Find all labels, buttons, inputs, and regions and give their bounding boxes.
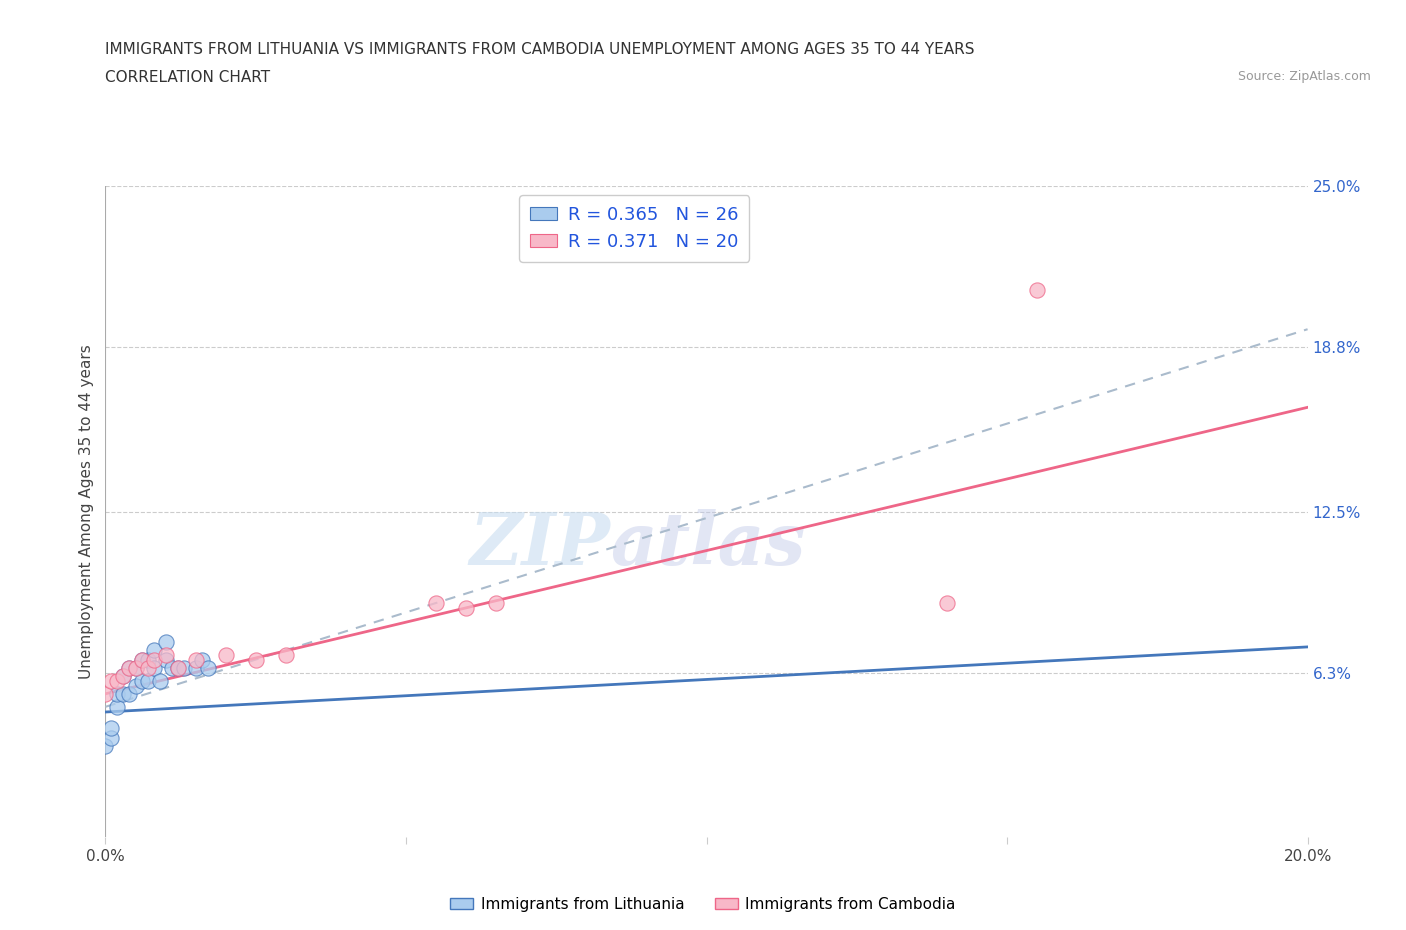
Point [155,653,177,668]
Legend: Immigrants from Lithuania, Immigrants from Cambodia: Immigrants from Lithuania, Immigrants fr… [444,891,962,918]
Point [107,686,129,701]
Point [94,686,117,701]
Point [190,653,212,668]
Point [214,647,236,662]
Legend: R = 0.365   N = 26, R = 0.371   N = 20: R = 0.365 N = 26, R = 0.371 N = 20 [519,195,749,261]
Point [148,673,170,688]
Text: CORRELATION CHART: CORRELATION CHART [105,70,270,85]
Point [936,595,959,610]
Point [112,668,135,683]
Point [142,642,165,657]
Point [136,673,159,688]
Point [100,673,122,688]
Point [184,653,207,668]
Text: IMMIGRANTS FROM LITHUANIA VS IMMIGRANTS FROM CAMBODIA UNEMPLOYMENT AMONG AGES 35: IMMIGRANTS FROM LITHUANIA VS IMMIGRANTS … [105,42,974,57]
Point [100,731,122,746]
Point [485,595,508,610]
Point [173,660,195,675]
Point [107,673,129,688]
Point [112,668,135,683]
Point [131,673,153,688]
Point [107,699,129,714]
Point [274,647,297,662]
Point [124,679,146,694]
Point [118,686,141,701]
Point [142,660,165,675]
Point [197,660,219,675]
Point [136,660,159,675]
Point [245,653,267,668]
Point [124,660,146,675]
Point [1026,283,1049,298]
Y-axis label: Unemployment Among Ages 35 to 44 years: Unemployment Among Ages 35 to 44 years [79,344,94,679]
Point [425,595,447,610]
Point [166,660,188,675]
Point [131,653,153,668]
Point [131,653,153,668]
Point [118,660,141,675]
Point [155,634,177,649]
Text: Source: ZipAtlas.com: Source: ZipAtlas.com [1237,70,1371,83]
Point [142,653,165,668]
Text: ZIP: ZIP [470,509,610,579]
Point [454,601,477,616]
Point [184,660,207,675]
Point [112,686,135,701]
Text: atlas: atlas [610,509,806,579]
Point [94,738,117,753]
Point [160,660,183,675]
Point [136,653,159,668]
Point [118,660,141,675]
Point [155,647,177,662]
Point [166,660,188,675]
Point [124,660,146,675]
Point [100,720,122,735]
